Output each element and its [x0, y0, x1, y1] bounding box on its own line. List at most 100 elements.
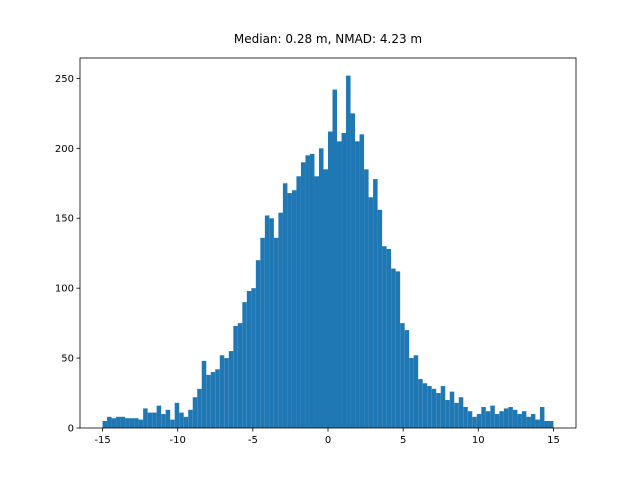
bar — [368, 197, 374, 428]
x-tick-label: 0 — [325, 435, 331, 446]
bar — [463, 407, 468, 428]
y-tick-label: 0 — [68, 424, 74, 435]
bar — [260, 237, 265, 428]
bar — [129, 418, 135, 428]
bar — [512, 409, 518, 428]
bar — [346, 75, 351, 428]
bar — [309, 153, 315, 429]
bar — [323, 169, 328, 429]
bar — [219, 355, 225, 428]
bar — [138, 419, 144, 428]
bar — [210, 372, 216, 428]
bar — [278, 212, 283, 428]
bar — [427, 386, 432, 428]
y-tick-label: 200 — [55, 144, 74, 155]
bar — [170, 419, 175, 428]
bar — [318, 148, 324, 428]
bar — [111, 418, 117, 428]
bar — [454, 402, 459, 428]
bar — [246, 290, 252, 428]
bar — [373, 179, 378, 428]
bar — [305, 155, 310, 428]
bar — [445, 400, 450, 428]
bar — [481, 407, 486, 428]
bar — [530, 414, 536, 428]
bar — [395, 271, 401, 428]
bar — [255, 260, 261, 428]
x-tick-label: -10 — [170, 435, 186, 446]
bar — [517, 414, 522, 428]
bar — [179, 412, 184, 428]
bar — [215, 369, 220, 428]
bar — [535, 419, 540, 428]
bar — [548, 421, 554, 428]
bar — [418, 379, 423, 428]
bar — [237, 323, 243, 428]
bar — [337, 141, 342, 429]
bar — [224, 358, 229, 428]
bar — [134, 418, 139, 428]
bar — [107, 416, 112, 428]
bar — [300, 162, 306, 428]
bar — [197, 388, 202, 428]
bar — [440, 386, 446, 428]
bar — [282, 183, 288, 428]
bar — [377, 209, 383, 428]
bar — [192, 397, 198, 428]
bar — [490, 405, 495, 428]
bar — [449, 391, 455, 428]
bar — [143, 408, 148, 428]
bar — [476, 414, 482, 428]
bar — [291, 190, 297, 428]
bar — [165, 409, 171, 428]
bar — [188, 409, 193, 428]
x-tick-label: 15 — [547, 435, 560, 446]
y-tick-label: 50 — [61, 354, 74, 365]
bar — [201, 360, 207, 428]
bar — [341, 132, 347, 428]
bar — [314, 176, 319, 428]
bar — [328, 131, 333, 428]
bar — [526, 416, 531, 428]
bar — [499, 411, 504, 428]
bar — [409, 358, 414, 428]
bar — [436, 393, 441, 428]
bar — [228, 351, 234, 428]
bar — [206, 374, 211, 428]
bar — [458, 397, 464, 428]
bar — [332, 89, 338, 428]
bar — [422, 383, 428, 428]
bar — [503, 408, 509, 428]
bar — [355, 141, 360, 429]
bar — [296, 176, 301, 428]
bar — [350, 113, 356, 429]
bar — [364, 169, 369, 429]
bar — [147, 412, 153, 428]
bar — [359, 134, 365, 428]
y-tick-label: 100 — [55, 284, 74, 295]
bar — [242, 302, 247, 428]
bar — [125, 418, 130, 428]
bar — [467, 411, 473, 428]
bar — [521, 411, 527, 428]
bar — [472, 416, 477, 428]
bar — [116, 416, 121, 428]
bar — [539, 407, 545, 428]
bar — [152, 412, 157, 428]
bar — [102, 421, 108, 428]
y-tick-label: 150 — [55, 214, 74, 225]
bar — [431, 388, 437, 428]
bar — [264, 215, 270, 428]
bar — [494, 414, 500, 428]
bar — [233, 325, 238, 428]
bar — [273, 237, 279, 428]
x-tick-label: 10 — [472, 435, 485, 446]
bar — [183, 416, 189, 428]
x-tick-label: 5 — [400, 435, 406, 446]
bar — [400, 323, 405, 428]
y-tick-label: 250 — [55, 74, 74, 85]
x-tick-label: -5 — [248, 435, 258, 446]
bar — [508, 407, 513, 428]
bar — [404, 330, 410, 428]
